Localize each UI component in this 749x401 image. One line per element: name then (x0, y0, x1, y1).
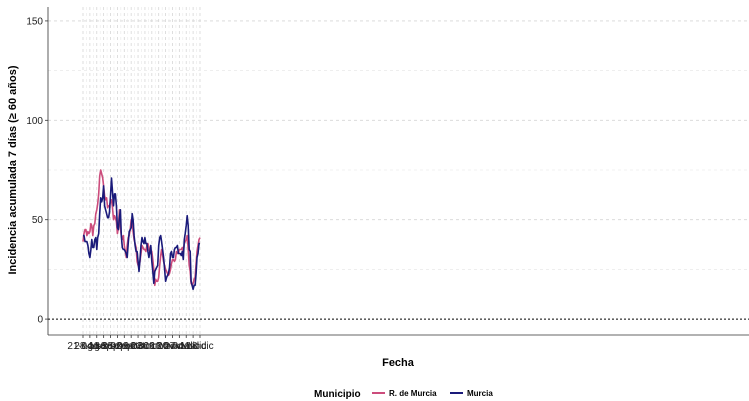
y-tick-label: 150 (26, 16, 43, 27)
y-axis: 0 50 100 150 (26, 7, 49, 335)
legend-label-r-de-murcia: R. de Murcia (389, 389, 437, 398)
x-tick-label: 25-sep (102, 341, 133, 352)
y-tick-label: 50 (32, 215, 44, 226)
x-tick-label: 30-oct (138, 341, 166, 352)
x-tick-label: 28-ago (74, 341, 106, 352)
series-line-murcia (83, 177, 200, 291)
x-tick-label: 18-sep (95, 341, 126, 352)
x-tick-label: 06-nov (143, 341, 174, 352)
x-tick-label: 04-dic (173, 341, 200, 352)
legend-title: Municipio (314, 389, 361, 400)
y-axis-title: Incidencia acumulada 7 días (≥ 60 años) (7, 65, 19, 274)
series-lines (82, 169, 201, 291)
x-tick-label: 21-ago (67, 341, 99, 352)
x-tick-label: 11-sep (89, 341, 119, 352)
x-tick-label: 09-oct (117, 341, 145, 352)
x-tick-label: 02-oct (110, 341, 138, 352)
x-tick-label: 23-oct (131, 341, 159, 352)
y-tick-label: 100 (26, 116, 43, 127)
legend-label-murcia: Murcia (467, 389, 493, 398)
x-axis: 21-ago28-ago04-sep11-sep18-sep25-sep02-o… (48, 334, 749, 352)
x-tick-label: 16-oct (124, 341, 152, 352)
x-tick-label: 04-sep (81, 341, 112, 352)
x-tick-label: 18-dic (186, 341, 213, 352)
x-tick-label: 20-nov (157, 341, 188, 352)
legend: Municipio R. de Murcia Murcia (314, 389, 493, 400)
x-tick-label: 13-nov (150, 341, 181, 352)
x-tick-label: 11-dic (180, 341, 207, 352)
grid (48, 7, 749, 335)
x-tick-label: 27-nov (164, 341, 195, 352)
y-tick-label: 0 (37, 315, 43, 326)
x-axis-title: Fecha (382, 357, 415, 369)
